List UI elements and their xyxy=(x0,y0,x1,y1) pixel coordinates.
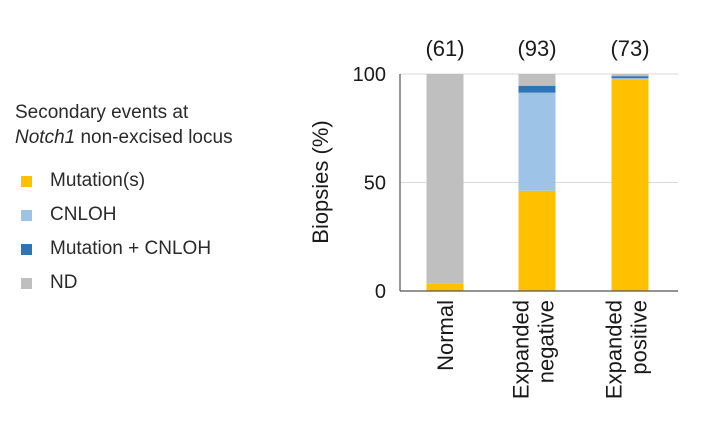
legend-title-rest: non-excised locus xyxy=(75,127,233,148)
legend-label-mutations: Mutation(s) xyxy=(50,170,146,191)
bar-2-nd xyxy=(611,74,649,77)
legend-swatch-mutation-cnloh xyxy=(21,243,32,255)
legend-swatch-nd xyxy=(21,277,32,289)
legend-label-cnloh: CNLOH xyxy=(50,204,117,225)
bar-1-mutation-s- xyxy=(518,190,556,291)
legend-label-nd: ND xyxy=(50,272,78,293)
x-tick-label-0-0: Normal xyxy=(433,300,458,371)
legend-label-mutation-cnloh: Mutation + CNLOH xyxy=(50,238,212,259)
bar-0-nd xyxy=(426,74,464,284)
legend-item-mutations: Mutation(s) xyxy=(15,164,305,198)
legend-item-cnloh: CNLOH xyxy=(15,198,305,232)
x-tick-label-1-1: negative xyxy=(534,300,559,383)
bar-count-label-1: (93) xyxy=(517,36,556,61)
legend-item-nd: ND xyxy=(15,266,305,300)
bar-1-cnloh xyxy=(518,92,556,191)
axes xyxy=(399,74,678,292)
labels: 0 50 100 Biopsies (%) (61) (93) (73) Normal Expa… xyxy=(308,36,652,399)
bar-1-mutation-cnloh xyxy=(518,85,556,93)
legend-title-line1: Secondary events at xyxy=(15,102,189,123)
bar-count-label-0: (61) xyxy=(425,36,464,61)
bar-0-mutation-s- xyxy=(426,283,464,291)
legend: Secondary events at Notch1 non-excised l… xyxy=(15,100,305,300)
legend-swatch-cnloh xyxy=(21,209,32,221)
x-tick-label-2-1: positive xyxy=(627,300,652,375)
x-tick-label-2-0: Expanded xyxy=(602,300,627,399)
bar-2-cnloh xyxy=(611,78,649,80)
bar-count-label-2: (73) xyxy=(610,36,649,61)
legend-title-gene: Notch1 xyxy=(15,127,76,148)
bar-2-mutation-cnloh xyxy=(611,76,649,79)
bar-1-nd xyxy=(518,74,556,86)
bars xyxy=(426,74,649,291)
legend-title: Secondary events at Notch1 non-excised l… xyxy=(15,100,305,150)
y-tick-label-0: 0 xyxy=(375,281,386,303)
legend-swatch-mutations xyxy=(21,175,32,187)
y-tick-label-50: 50 xyxy=(364,173,386,195)
y-axis-label: Biopsies (%) xyxy=(308,120,333,243)
legend-item-mutation-cnloh: Mutation + CNLOH xyxy=(15,232,305,266)
x-tick-label-1-0: Expanded xyxy=(509,300,534,399)
y-tick-label-100: 100 xyxy=(353,64,386,86)
bar-2-mutation-s- xyxy=(611,79,649,291)
